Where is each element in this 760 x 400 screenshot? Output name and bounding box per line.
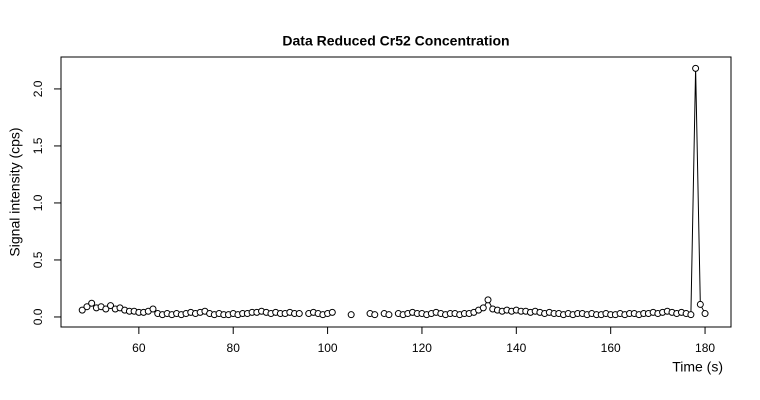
y-tick-label: 1.5 xyxy=(31,137,45,154)
data-point xyxy=(692,64,700,72)
y-tick-label: 2.0 xyxy=(31,80,45,97)
y-tick-label: 0.0 xyxy=(31,308,45,325)
x-tick-label: 180 xyxy=(695,341,715,355)
x-tick-label: 60 xyxy=(132,341,146,355)
data-line xyxy=(81,68,706,316)
data-point xyxy=(696,300,704,308)
data-point xyxy=(149,305,157,313)
plot-frame xyxy=(60,56,732,328)
data-point xyxy=(83,303,91,311)
data-point xyxy=(347,311,355,319)
x-tick-label: 80 xyxy=(227,341,241,355)
data-point xyxy=(385,311,393,319)
y-tick-label: 1.0 xyxy=(31,194,45,211)
x-tick-label: 140 xyxy=(506,341,526,355)
data-point xyxy=(484,296,492,304)
chart-title: Data Reduced Cr52 Concentration xyxy=(282,33,509,49)
data-point xyxy=(78,306,86,314)
x-tick-label: 120 xyxy=(412,341,432,355)
data-point xyxy=(107,302,115,310)
data-point xyxy=(479,304,487,312)
data-point xyxy=(687,311,695,319)
data-point xyxy=(328,308,336,316)
x-tick-label: 100 xyxy=(318,341,338,355)
data-point xyxy=(371,311,379,319)
y-tick-label: 0.5 xyxy=(31,251,45,268)
data-point xyxy=(701,310,709,318)
data-point xyxy=(295,310,303,318)
x-tick-label: 160 xyxy=(601,341,621,355)
y-axis-title: Signal intensity (cps) xyxy=(7,127,23,256)
data-point xyxy=(102,305,110,313)
x-axis-title: Time (s) xyxy=(672,359,723,375)
data-point xyxy=(88,299,96,307)
